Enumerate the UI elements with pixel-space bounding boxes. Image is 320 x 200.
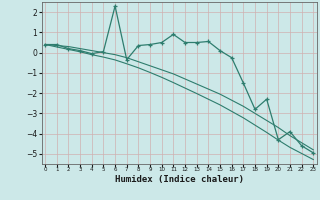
X-axis label: Humidex (Indice chaleur): Humidex (Indice chaleur) xyxy=(115,175,244,184)
